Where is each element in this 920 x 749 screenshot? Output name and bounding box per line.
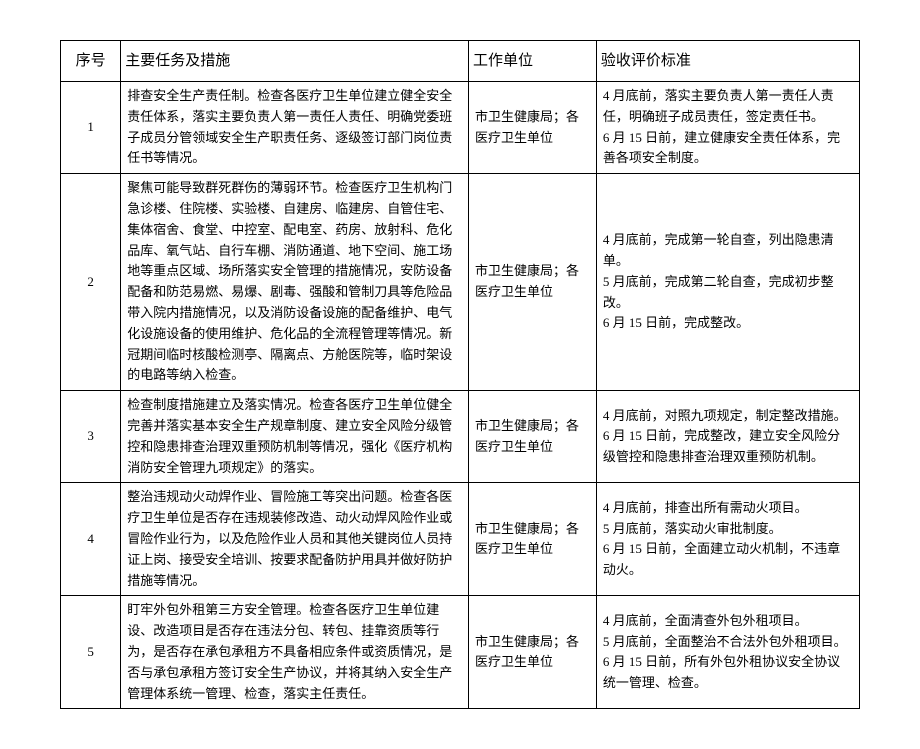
- cell-eval: 4 月底前，全面清查外包外租项目。5 月底前，全面整治不合法外包外租项目。6 月…: [596, 596, 859, 709]
- cell-unit: 市卫生健康局；各医疗卫生单位: [468, 596, 596, 709]
- task-table: 序号 主要任务及措施 工作单位 验收评价标准 1排查安全生产责任制。检查各医疗卫…: [60, 40, 860, 709]
- cell-num: 1: [61, 82, 121, 174]
- cell-eval: 4 月底前，排查出所有需动火项目。5 月底前，落实动火审批制度。6 月 15 日…: [596, 483, 859, 596]
- cell-task: 检查制度措施建立及落实情况。检查各医疗卫生单位健全完善并落实基本安全生产规章制度…: [121, 391, 469, 483]
- col-header-num: 序号: [61, 41, 121, 82]
- col-header-eval: 验收评价标准: [596, 41, 859, 82]
- col-header-unit: 工作单位: [468, 41, 596, 82]
- col-header-task: 主要任务及措施: [121, 41, 469, 82]
- cell-num: 5: [61, 596, 121, 709]
- cell-num: 2: [61, 174, 121, 391]
- header-row: 序号 主要任务及措施 工作单位 验收评价标准: [61, 41, 860, 82]
- table-row: 4整治违规动火动焊作业、冒险施工等突出问题。检查各医疗卫生单位是否存在违规装修改…: [61, 483, 860, 596]
- table-row: 3检查制度措施建立及落实情况。检查各医疗卫生单位健全完善并落实基本安全生产规章制…: [61, 391, 860, 483]
- cell-task: 整治违规动火动焊作业、冒险施工等突出问题。检查各医疗卫生单位是否存在违规装修改造…: [121, 483, 469, 596]
- cell-eval: 4 月底前，完成第一轮自查，列出隐患清单。5 月底前，完成第二轮自查，完成初步整…: [596, 174, 859, 391]
- cell-eval: 4 月底前，落实主要负责人第一责任人责任，明确班子成员责任，签定责任书。6 月 …: [596, 82, 859, 174]
- cell-num: 3: [61, 391, 121, 483]
- cell-num: 4: [61, 483, 121, 596]
- cell-eval: 4 月底前，对照九项规定，制定整改措施。6 月 15 日前，完成整改，建立安全风…: [596, 391, 859, 483]
- table-row: 2聚焦可能导致群死群伤的薄弱环节。检查医疗卫生机构门急诊楼、住院楼、实验楼、自建…: [61, 174, 860, 391]
- cell-unit: 市卫生健康局；各医疗卫生单位: [468, 483, 596, 596]
- cell-unit: 市卫生健康局；各医疗卫生单位: [468, 391, 596, 483]
- cell-task: 聚焦可能导致群死群伤的薄弱环节。检查医疗卫生机构门急诊楼、住院楼、实验楼、自建房…: [121, 174, 469, 391]
- table-body: 1排查安全生产责任制。检查各医疗卫生单位建立健全安全责任体系，落实主要负责人第一…: [61, 82, 860, 709]
- cell-unit: 市卫生健康局；各医疗卫生单位: [468, 82, 596, 174]
- table-row: 5盯牢外包外租第三方安全管理。检查各医疗卫生单位建设、改造项目是否存在违法分包、…: [61, 596, 860, 709]
- table-row: 1排查安全生产责任制。检查各医疗卫生单位建立健全安全责任体系，落实主要负责人第一…: [61, 82, 860, 174]
- cell-unit: 市卫生健康局；各医疗卫生单位: [468, 174, 596, 391]
- cell-task: 盯牢外包外租第三方安全管理。检查各医疗卫生单位建设、改造项目是否存在违法分包、转…: [121, 596, 469, 709]
- cell-task: 排查安全生产责任制。检查各医疗卫生单位建立健全安全责任体系，落实主要负责人第一责…: [121, 82, 469, 174]
